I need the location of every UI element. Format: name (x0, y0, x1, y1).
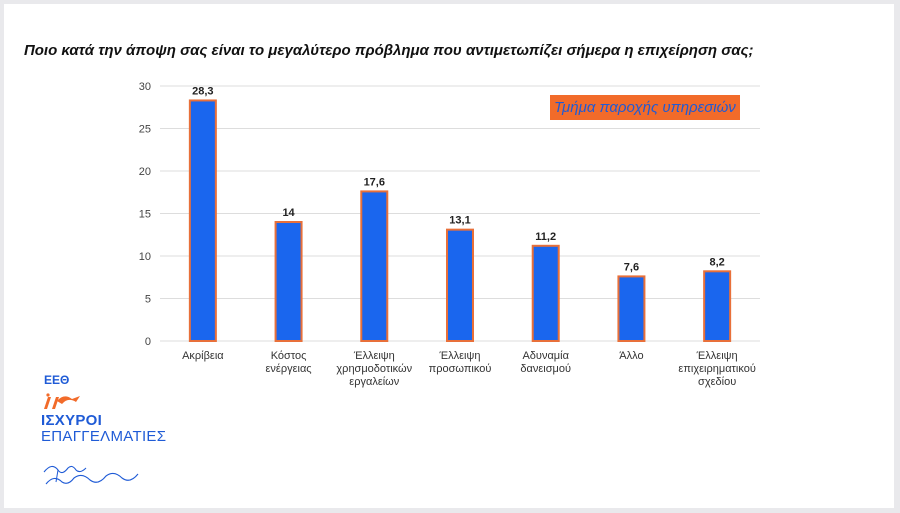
segment-annotation: Τμήμα παροχής υπηρεσιών (550, 95, 740, 120)
y-tick-label: 20 (139, 166, 151, 178)
bar (703, 270, 732, 342)
logo-text-line2: ΕΠΑΓΓΕΛΜΑΤΙΕΣ (41, 428, 167, 445)
bar (360, 190, 389, 342)
x-tick-label: Ακρίβεια (182, 350, 224, 362)
y-tick-label: 5 (145, 294, 151, 306)
logo-text-line1: ΙΣΧΥΡΟΙ (41, 412, 103, 429)
data-label: 8,2 (709, 256, 724, 268)
y-tick-label: 30 (139, 81, 151, 93)
logo-mark-icon (42, 393, 82, 416)
data-label: 13,1 (449, 215, 470, 227)
x-tick-label: Έλλειψη προσωπικού (429, 350, 492, 375)
y-tick-label: 0 (145, 336, 151, 348)
y-tick-label: 10 (139, 251, 151, 263)
bar (446, 228, 474, 342)
data-label: 7,6 (624, 261, 639, 273)
y-tick-label: 25 (139, 124, 151, 136)
data-label: 28,3 (192, 85, 213, 97)
data-label: 14 (282, 207, 295, 219)
logo-org-abbrev: ΕΕΘ (44, 373, 70, 387)
data-label: 11,2 (535, 231, 556, 243)
x-tick-label: Κόστος ενέργειας (266, 350, 312, 375)
x-tick-label: Αδυναμία δανεισμού (520, 350, 571, 375)
bar (188, 99, 217, 342)
x-tick-label: Έλλειψη χρησμοδοτικών εργαλείων (336, 350, 412, 388)
x-tick-label: Άλλο (619, 350, 643, 362)
data-label: 17,6 (364, 176, 385, 188)
bar (531, 244, 560, 342)
bar (617, 275, 646, 342)
signature-image (38, 460, 148, 495)
y-tick-label: 15 (139, 209, 151, 221)
chart-title: Ποιο κατά την άποψη σας είναι το μεγαλύτ… (24, 42, 754, 59)
x-tick-label: Έλλειψη επιχειρηματικού σχεδίου (678, 350, 755, 388)
bar (274, 221, 303, 342)
